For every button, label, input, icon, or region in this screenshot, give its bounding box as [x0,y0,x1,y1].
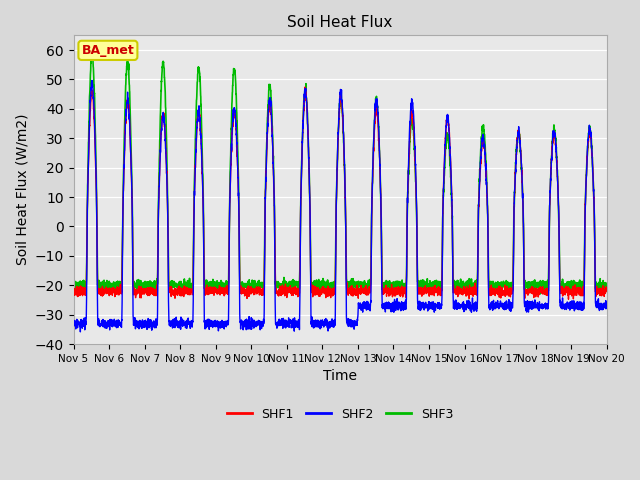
Text: BA_met: BA_met [81,44,134,57]
Legend: SHF1, SHF2, SHF3: SHF1, SHF2, SHF3 [221,403,459,426]
Y-axis label: Soil Heat Flux (W/m2): Soil Heat Flux (W/m2) [15,114,29,265]
X-axis label: Time: Time [323,370,357,384]
Title: Soil Heat Flux: Soil Heat Flux [287,15,393,30]
